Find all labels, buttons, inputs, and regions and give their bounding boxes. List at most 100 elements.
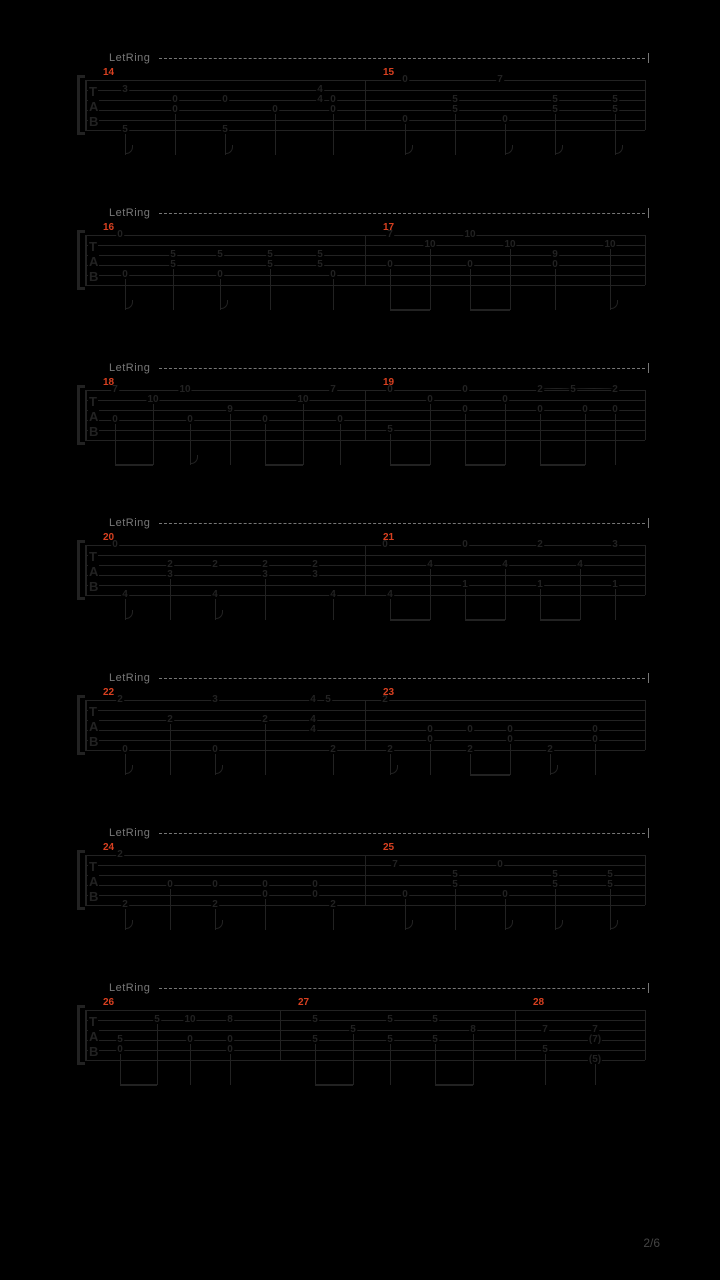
note-stem [465, 414, 466, 465]
note-beam [540, 464, 585, 466]
fret-number: 7 [386, 230, 394, 240]
note-stem [265, 424, 266, 465]
fret-number: 7 [541, 1025, 549, 1035]
note-flag [550, 765, 558, 774]
system-bracket [77, 540, 85, 600]
note-stem [455, 114, 456, 155]
tab-clef-letter: A [88, 875, 99, 888]
fret-number: 2 [116, 695, 124, 705]
note-stem [390, 1044, 391, 1085]
tab-clef-letter: T [88, 240, 98, 253]
note-stem [615, 414, 616, 465]
tab-clef-letter: A [88, 410, 99, 423]
note-flag [125, 145, 133, 154]
note-beam [465, 619, 505, 621]
tab-clef-letter: A [88, 1030, 99, 1043]
letring-end [647, 983, 649, 993]
note-stem [190, 1044, 191, 1085]
tab-clef-letter: T [88, 395, 98, 408]
barline [365, 700, 366, 750]
measure-number: 24 [103, 842, 114, 853]
note-stem [230, 1054, 231, 1085]
note-stem [353, 1034, 354, 1085]
string-line [85, 1050, 645, 1051]
letring-line [159, 213, 645, 224]
barline [85, 80, 87, 130]
letring-label: LetRing [109, 207, 150, 219]
note-stem [115, 424, 116, 465]
tab-clef-letter: B [88, 1045, 99, 1058]
note-stem [455, 889, 456, 930]
note-stem [595, 1064, 596, 1085]
barline [365, 235, 366, 285]
fret-number: 4 [309, 725, 317, 735]
note-stem [430, 569, 431, 620]
tab-clef-letter: T [88, 860, 98, 873]
fret-number: 2 [536, 540, 544, 550]
system-bracket [77, 850, 85, 910]
note-stem [270, 269, 271, 310]
string-line [85, 1020, 645, 1021]
note-stem [390, 434, 391, 465]
fret-number: 4 [309, 695, 317, 705]
fret-number: 0 [311, 890, 319, 900]
fret-number: 2 [116, 850, 124, 860]
fret-number: 10 [178, 385, 191, 395]
note-stem [175, 114, 176, 155]
letring-label: LetRing [109, 517, 150, 529]
note-beam [540, 619, 580, 621]
note-stem [170, 579, 171, 620]
note-stem [430, 249, 431, 310]
note-flag [215, 610, 223, 619]
barline [645, 235, 646, 285]
barline [365, 545, 366, 595]
note-stem [230, 414, 231, 465]
string-line [85, 1040, 645, 1041]
fret-number: 10 [183, 1015, 196, 1025]
note-flag [125, 610, 133, 619]
note-flag [505, 920, 513, 929]
tab-staff: TAB26272850510080055555558757(7)(5) [85, 1010, 645, 1060]
string-line [85, 285, 645, 286]
barline [85, 1010, 87, 1060]
note-stem [157, 1024, 158, 1085]
fret-number: 4 [316, 95, 324, 105]
note-flag [390, 765, 398, 774]
note-stem [465, 589, 466, 620]
note-beam [120, 1084, 157, 1086]
tab-clef-letter: B [88, 425, 99, 438]
tab-staff: TAB22232023024544222000200200 [85, 700, 645, 750]
system-bracket [77, 1005, 85, 1065]
fret-number: 7 [111, 385, 119, 395]
barline [85, 235, 87, 285]
fret-number: 3 [311, 570, 319, 580]
fret-number: 5 [324, 695, 332, 705]
note-beam [435, 1084, 473, 1086]
note-beam [390, 619, 430, 621]
letring-line [159, 368, 645, 379]
note-flag [215, 920, 223, 929]
string-line [85, 1010, 645, 1011]
note-stem [540, 589, 541, 620]
note-stem [340, 424, 341, 465]
tab-staff: TAB1617005550555507010100109010 [85, 235, 645, 285]
note-stem [430, 744, 431, 775]
note-stem [153, 404, 154, 465]
note-flag [125, 920, 133, 929]
barline [645, 1010, 646, 1060]
barline [85, 390, 87, 440]
barline [365, 390, 366, 440]
string-line [85, 130, 645, 131]
barline [85, 700, 87, 750]
fret-number: 2 [211, 560, 219, 570]
fret-number: 5 [569, 385, 577, 395]
note-stem [390, 599, 391, 620]
note-flag [505, 145, 513, 154]
string-line [85, 905, 645, 906]
fret-number: 5 [311, 1015, 319, 1025]
note-stem [333, 754, 334, 775]
note-stem [470, 754, 471, 775]
system-bracket [77, 385, 85, 445]
note-beam [470, 309, 510, 311]
note-beam [390, 464, 430, 466]
